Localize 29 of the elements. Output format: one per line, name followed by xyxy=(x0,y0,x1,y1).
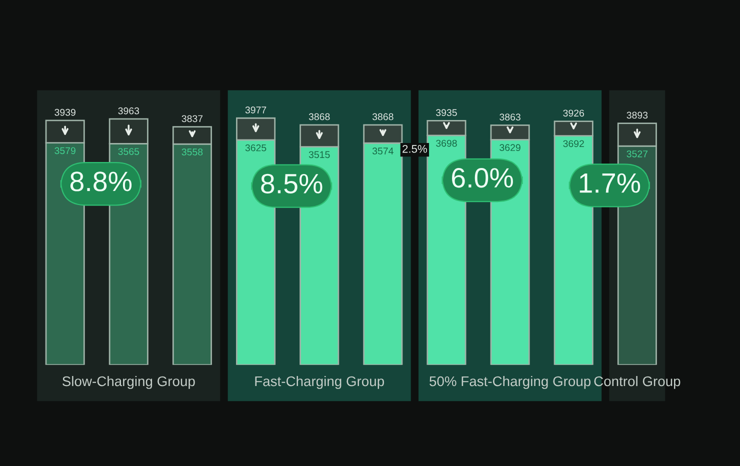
total-label: 3868 xyxy=(308,113,330,120)
x-tick-label: Fast-Charging Group xyxy=(255,376,384,389)
total-label: 3926 xyxy=(563,110,584,117)
annotation: 6.0% xyxy=(452,168,513,188)
total-label: 3893 xyxy=(626,112,648,119)
data-label: 3565 xyxy=(118,148,140,155)
data-label: 3692 xyxy=(563,140,584,148)
annotation: 8.5% xyxy=(261,174,322,194)
total-label: 3939 xyxy=(54,108,76,116)
x-tick-label: Slow-Charging Group xyxy=(62,376,195,389)
data-label: 3527 xyxy=(626,150,648,158)
data-label: 3625 xyxy=(245,144,266,152)
data-label: 3574 xyxy=(372,148,394,154)
total-label: 3863 xyxy=(500,114,520,120)
total-label: 3935 xyxy=(436,109,457,116)
annotation: 1.7% xyxy=(580,173,640,193)
x-tick-label: 50% Fast-Charging Group xyxy=(430,376,591,389)
x-tick-label: Control Group xyxy=(594,376,680,389)
data-label: 3629 xyxy=(500,144,520,152)
annotation: 8.8% xyxy=(70,172,132,192)
total-label: 3837 xyxy=(182,115,203,122)
annotation: 2.5% xyxy=(402,144,427,153)
data-label: 3579 xyxy=(54,147,76,154)
data-label: 3698 xyxy=(436,140,457,147)
total-label: 3963 xyxy=(118,107,140,114)
data-label: 3515 xyxy=(308,151,330,158)
total-label: 3977 xyxy=(245,106,266,114)
data-label: 3558 xyxy=(182,148,203,156)
total-label: 3868 xyxy=(372,113,394,120)
